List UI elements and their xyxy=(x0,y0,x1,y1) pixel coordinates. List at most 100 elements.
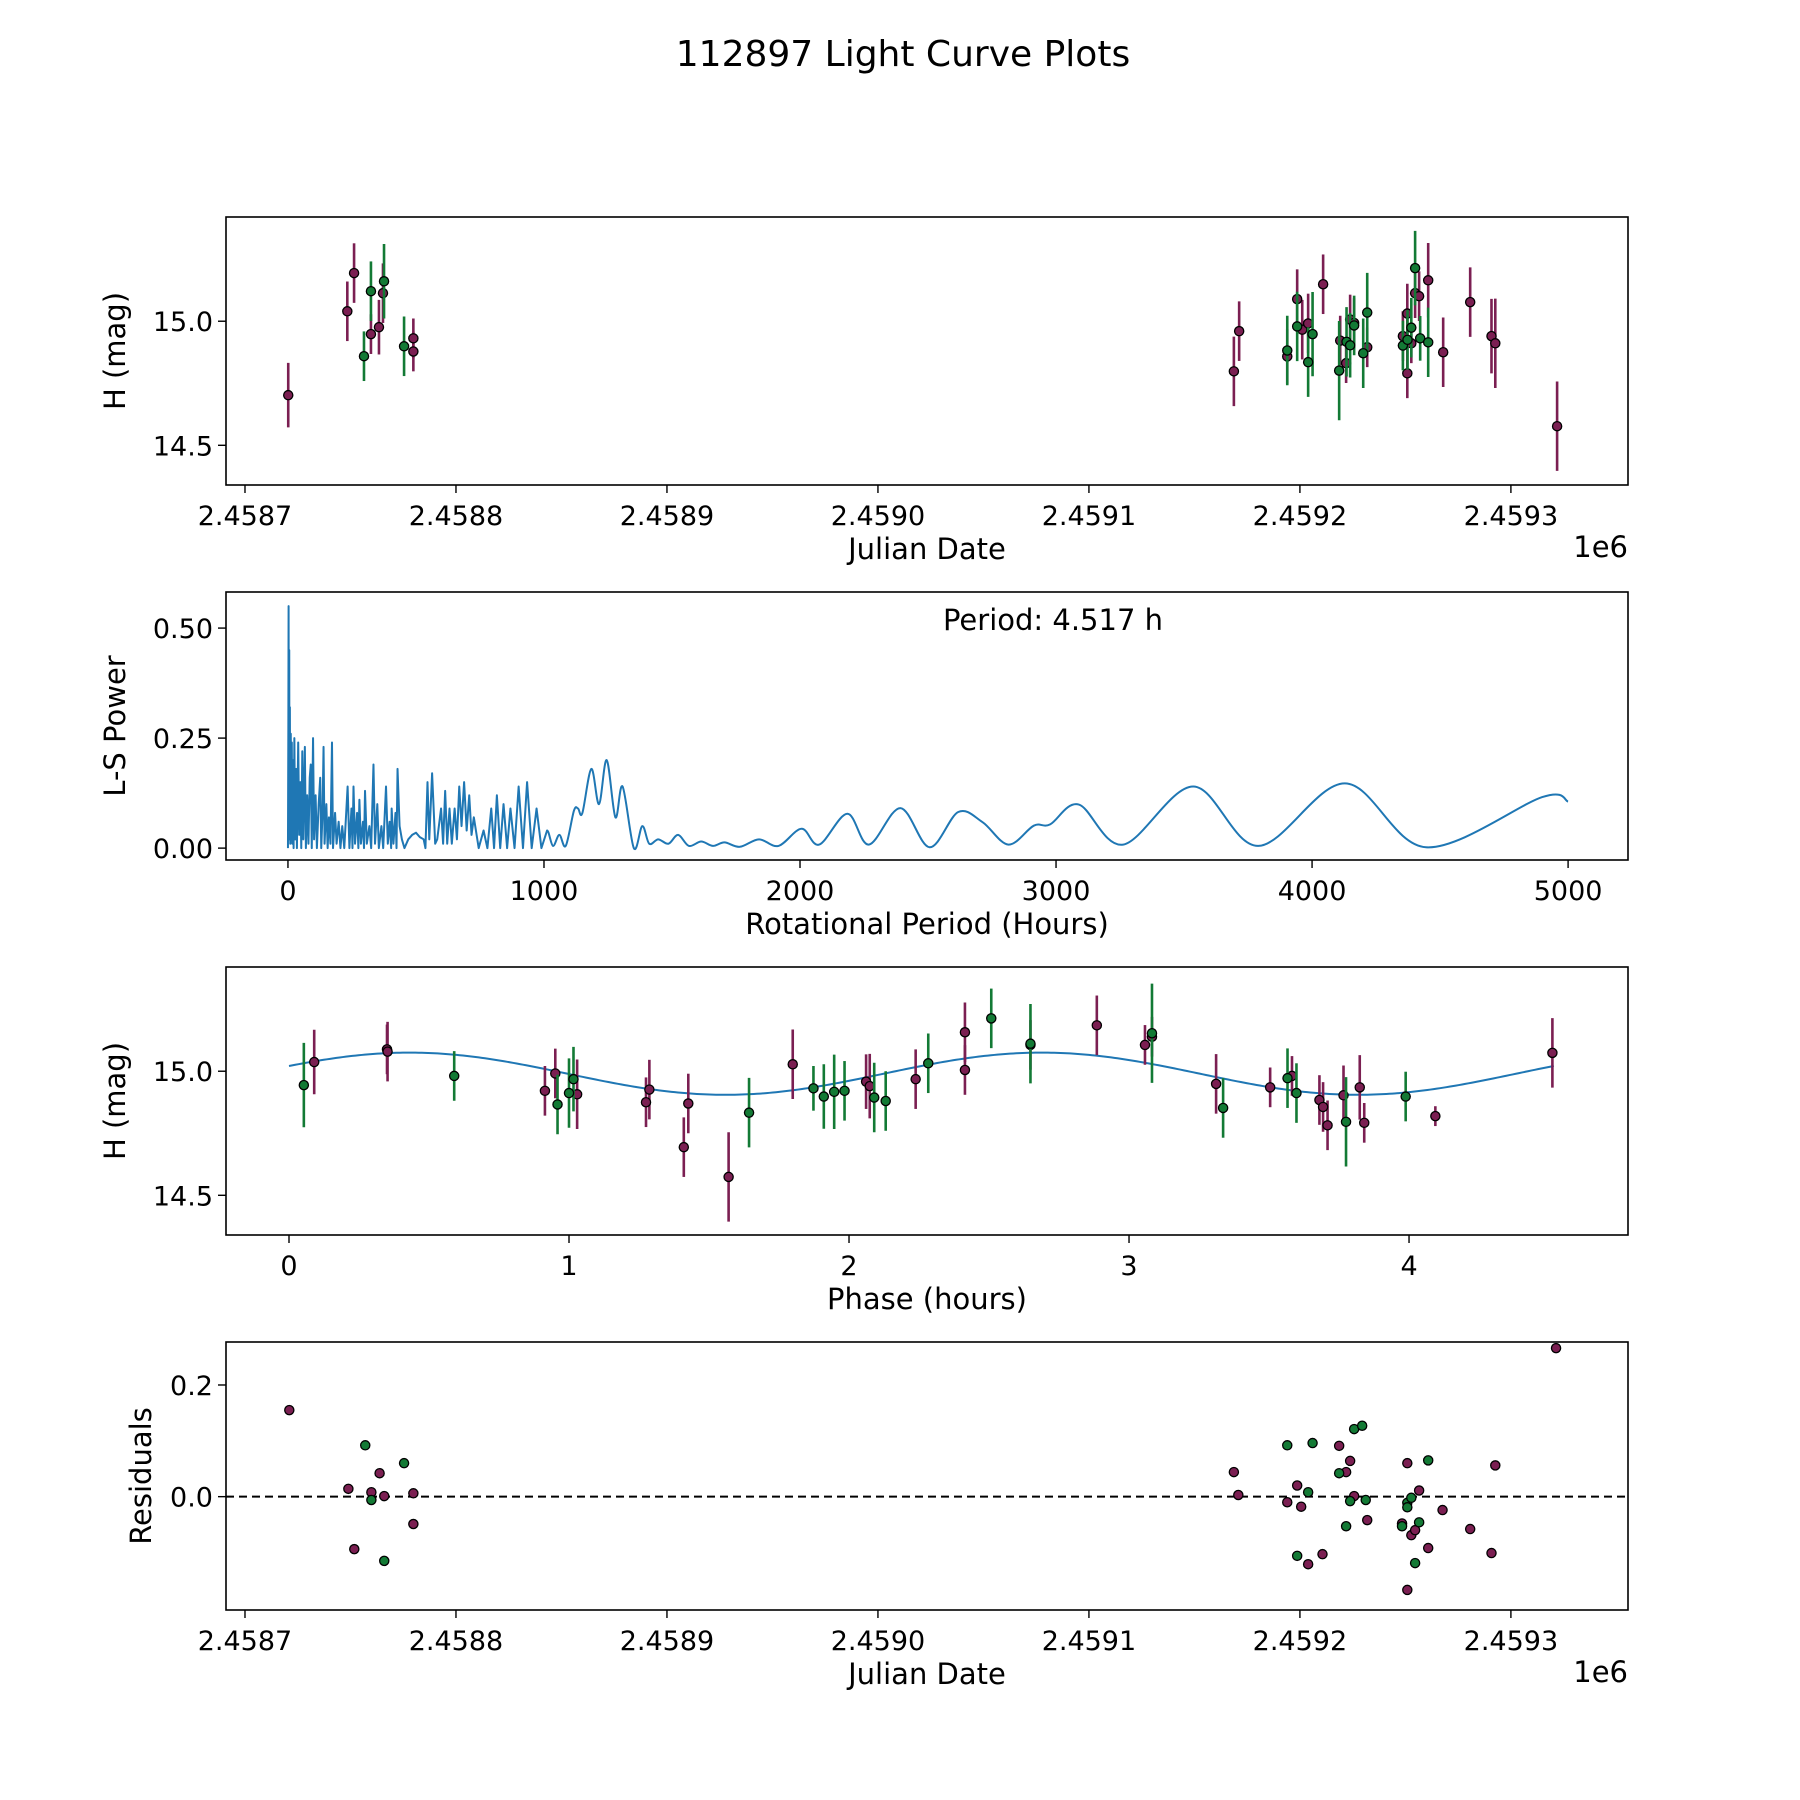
x-tick-label: 2.4590 xyxy=(831,501,925,532)
data-point xyxy=(563,1087,575,1099)
data-point xyxy=(1317,278,1329,290)
y-tick-label: 0.25 xyxy=(153,724,213,755)
data-point xyxy=(343,1483,354,1495)
y-tick-label: 0.00 xyxy=(153,834,213,865)
x-tick-label: 2.4592 xyxy=(1253,1626,1347,1657)
data-point xyxy=(787,1059,798,1070)
data-point xyxy=(1139,1039,1151,1051)
data-point xyxy=(1551,420,1563,432)
x-tick-label: 2.4588 xyxy=(409,1626,503,1657)
data-point xyxy=(1146,1028,1158,1039)
x-tick-label: 0 xyxy=(279,876,296,907)
data-point xyxy=(1322,1120,1333,1131)
y-axis-label: L-S Power xyxy=(98,655,132,796)
data-point xyxy=(1340,1116,1352,1128)
period-annotation: Period: 4.517 h xyxy=(943,603,1163,637)
data-point xyxy=(1402,1502,1413,1513)
data-point xyxy=(910,1073,921,1085)
data-point xyxy=(1302,1486,1314,1498)
x-tick-label: 2.4588 xyxy=(409,501,503,532)
data-point xyxy=(839,1085,850,1097)
data-point xyxy=(1422,1542,1434,1554)
periodogram-panel: Rotational Period (Hours) L-S Power Peri… xyxy=(98,591,1629,941)
data-point xyxy=(1233,325,1245,337)
data-point xyxy=(644,1084,655,1095)
data-point xyxy=(1406,1492,1417,1504)
x-tick-label: 0 xyxy=(280,1251,297,1282)
data-point xyxy=(1413,1517,1425,1528)
x-tick-label: 2.4590 xyxy=(831,1626,925,1657)
x-tick-label: 2.4589 xyxy=(620,1626,714,1657)
light-curve-panel: Julian Date 1e6 H (mag) 2.4587 2.4588 2.45… xyxy=(98,216,1629,566)
data-point xyxy=(1317,1548,1328,1560)
figure-title: 112897 Light Curve Plots xyxy=(676,34,1130,75)
data-point xyxy=(408,333,419,344)
x-tick-label: 4000 xyxy=(1278,876,1347,907)
x-tick-label: 1000 xyxy=(510,876,579,907)
data-point xyxy=(1282,1072,1293,1084)
axes-frame xyxy=(225,216,1629,486)
y-tick-label: 14.5 xyxy=(153,1181,213,1212)
data-point xyxy=(1233,1489,1244,1501)
data-point xyxy=(360,1440,371,1451)
data-point xyxy=(1486,1547,1497,1559)
x-axis-label: Julian Date xyxy=(846,532,1006,566)
data-point xyxy=(365,285,377,297)
x-tick-label: 2.4587 xyxy=(198,501,292,532)
data-point xyxy=(1402,1457,1413,1469)
data-point xyxy=(1333,1440,1345,1452)
x-axis-label: Phase (hours) xyxy=(827,1282,1027,1316)
data-point xyxy=(568,1073,579,1085)
data-point xyxy=(986,1013,997,1024)
x-tick-label: 4 xyxy=(1400,1251,1417,1282)
data-point xyxy=(378,1555,390,1567)
data-point xyxy=(1361,307,1373,318)
data-point xyxy=(1228,366,1240,377)
axes-frame xyxy=(225,591,1629,861)
x-tick-label: 2.4591 xyxy=(1042,501,1136,532)
power-spectrum-line xyxy=(286,605,1569,851)
residuals-panel: Julian Date 1e6 Residuals 2.4587 2.4588 2.… xyxy=(124,1341,1629,1691)
data-point xyxy=(398,341,410,352)
data-point xyxy=(640,1096,652,1108)
data-point xyxy=(959,1064,971,1076)
data-point xyxy=(1358,1117,1370,1129)
data-point xyxy=(308,1056,320,1068)
x-tick-label: 2.4591 xyxy=(1042,1626,1136,1657)
data-point xyxy=(1302,356,1314,368)
x-tick-label: 5000 xyxy=(1534,876,1603,907)
y-tick-label: 14.5 xyxy=(153,431,213,462)
data-point xyxy=(678,1141,690,1153)
data-point xyxy=(1264,1082,1276,1093)
data-point xyxy=(1348,320,1360,331)
data-point xyxy=(723,1171,734,1183)
data-point xyxy=(880,1095,891,1107)
data-point xyxy=(743,1107,755,1118)
plot-area xyxy=(286,605,1569,851)
data-point xyxy=(382,1046,393,1057)
data-point xyxy=(349,1543,360,1555)
data-point xyxy=(1437,346,1449,358)
x-axis-label: Rotational Period (Hours) xyxy=(745,907,1109,941)
phase-folded-panel: Phase (hours) H (mag) 0 1 2 3 4 14.5 15.0 xyxy=(98,966,1629,1316)
data-point xyxy=(398,1457,410,1469)
data-point xyxy=(959,1027,971,1038)
data-point xyxy=(408,1518,419,1530)
data-point xyxy=(448,1070,460,1082)
data-point xyxy=(378,1490,390,1502)
series-filter-2 xyxy=(298,983,1411,1167)
data-point xyxy=(358,350,370,362)
data-point xyxy=(408,1488,419,1499)
y-axis-label: H (mag) xyxy=(98,1042,132,1160)
data-point xyxy=(1400,1091,1411,1102)
data-point xyxy=(1291,1087,1302,1099)
x-tick-label: 1 xyxy=(560,1251,577,1282)
series-filter-2 xyxy=(360,1420,1434,1569)
axes-frame xyxy=(225,1341,1629,1611)
data-point xyxy=(1291,1550,1303,1562)
data-point xyxy=(1340,1521,1352,1532)
x-tick-label: 2 xyxy=(840,1251,857,1282)
data-point xyxy=(1344,340,1356,351)
data-point xyxy=(1550,1342,1562,1354)
data-point xyxy=(552,1099,563,1110)
